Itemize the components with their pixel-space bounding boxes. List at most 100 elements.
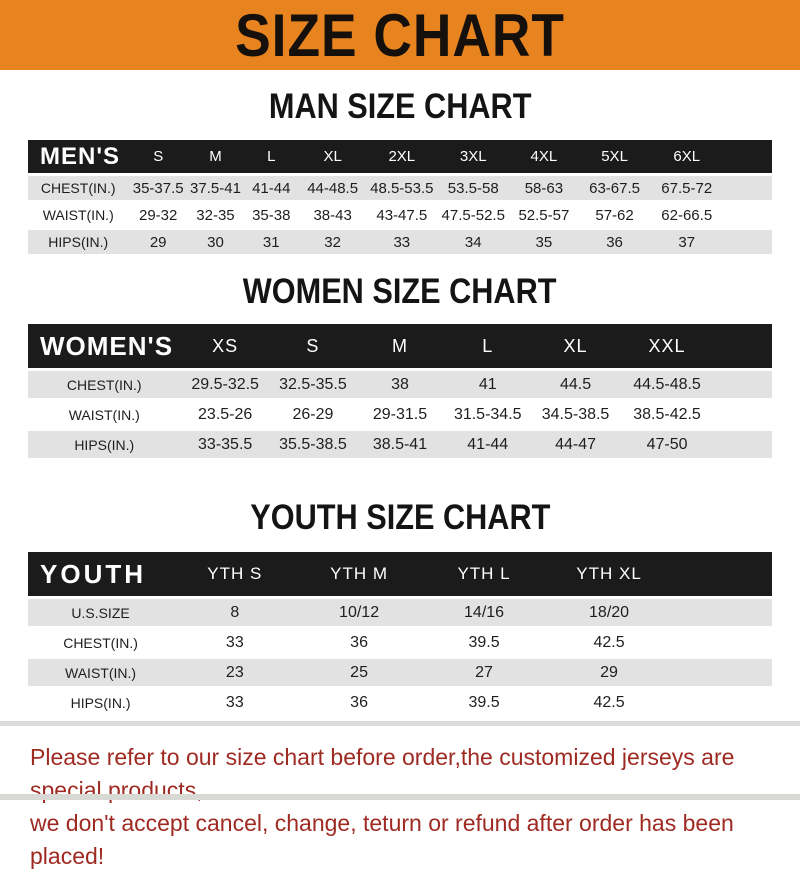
youth-header-row: YOUTH YTH S YTH M YTH L YTH XL: [28, 552, 772, 596]
size-value: 32: [299, 230, 366, 254]
size-value: 67.5-72: [649, 176, 724, 200]
size-value: 52.5-57: [508, 203, 580, 227]
size-column-header: YTH L: [421, 552, 547, 596]
size-column-header: L: [243, 140, 300, 173]
measure-label: WAIST(IN.): [28, 401, 181, 428]
table-row: CHEST(IN.) 29.5-32.5 32.5-35.5 38 41 44.…: [28, 371, 772, 398]
size-value: 35-38: [243, 203, 300, 227]
size-value: 31: [243, 230, 300, 254]
size-column-header: 3XL: [437, 140, 509, 173]
size-value: 18/20: [546, 599, 672, 626]
size-value: 44-48.5: [299, 176, 366, 200]
size-column-header: 5XL: [579, 140, 650, 173]
size-value: 29: [546, 659, 672, 686]
size-value: 33-35.5: [180, 431, 270, 458]
mens-size-table: MEN'S S M L XL 2XL 3XL 4XL 5XL 6XL CHEST…: [28, 137, 772, 257]
size-value: 41-44: [243, 176, 300, 200]
size-value: 41: [443, 371, 532, 398]
size-value: 44.5-48.5: [619, 371, 715, 398]
size-value: 44-47: [531, 431, 620, 458]
size-column-header: XS: [180, 324, 270, 368]
size-value: 47-50: [619, 431, 715, 458]
size-value: 43-47.5: [365, 203, 438, 227]
size-value: 37: [649, 230, 724, 254]
size-value: 41-44: [443, 431, 532, 458]
size-value: 34: [437, 230, 509, 254]
size-value: 38: [356, 371, 444, 398]
size-value: 42.5: [546, 629, 672, 656]
measure-label: HIPS(IN.): [28, 230, 129, 254]
man-section-heading: MAN SIZE CHART: [268, 85, 532, 126]
table-label: YOUTH: [28, 552, 174, 596]
size-value: 47.5-52.5: [437, 203, 509, 227]
size-value: 37.5-41: [187, 176, 243, 200]
size-column-header: M: [187, 140, 243, 173]
size-value: 38.5-42.5: [619, 401, 715, 428]
spacer-cell: [671, 552, 772, 596]
size-value: 32.5-35.5: [269, 371, 357, 398]
size-value: 36: [579, 230, 650, 254]
size-column-header: M: [356, 324, 444, 368]
size-value: 33: [173, 689, 297, 716]
measure-label: CHEST(IN.): [28, 629, 174, 656]
size-value: 29: [128, 230, 188, 254]
table-bottom-strip: [0, 721, 800, 726]
spacer-cell: [714, 371, 772, 398]
size-value: 36: [296, 629, 422, 656]
size-column-header: XL: [531, 324, 620, 368]
table-row: WAIST(IN.) 23 25 27 29: [28, 659, 772, 686]
size-value: 23.5-26: [180, 401, 270, 428]
order-policy-note: Please refer to our size chart before or…: [0, 741, 800, 873]
spacer-cell: [671, 599, 772, 626]
size-value: 29.5-32.5: [180, 371, 270, 398]
size-value: 35-37.5: [128, 176, 188, 200]
size-value: 42.5: [546, 689, 672, 716]
size-value: 33: [173, 629, 297, 656]
size-value: 57-62: [579, 203, 650, 227]
spacer-cell: [714, 431, 772, 458]
spacer-cell: [714, 324, 772, 368]
womens-size-table: WOMEN'S XS S M L XL XXL CHEST(IN.) 29.5-…: [28, 321, 772, 461]
size-value: 63-67.5: [579, 176, 650, 200]
size-value: 39.5: [421, 689, 547, 716]
size-value: 53.5-58: [437, 176, 509, 200]
table-row: U.S.SIZE 8 10/12 14/16 18/20: [28, 599, 772, 626]
size-value: 38.5-41: [356, 431, 444, 458]
size-value: 10/12: [296, 599, 422, 626]
size-column-header: XXL: [619, 324, 715, 368]
size-value: 8: [173, 599, 297, 626]
size-chart-banner: SIZE CHART: [0, 0, 800, 70]
size-value: 35: [508, 230, 580, 254]
spacer-cell: [723, 230, 772, 254]
table-row: HIPS(IN.) 33 36 39.5 42.5: [28, 689, 772, 716]
banner-title: SIZE CHART: [235, 0, 565, 70]
size-value: 44.5: [531, 371, 620, 398]
size-value: 32-35: [187, 203, 243, 227]
measure-label: HIPS(IN.): [28, 689, 174, 716]
size-value: 58-63: [508, 176, 580, 200]
size-value: 26-29: [269, 401, 357, 428]
size-value: 30: [187, 230, 243, 254]
size-value: 33: [365, 230, 438, 254]
size-value: 39.5: [421, 629, 547, 656]
size-value: 36: [296, 689, 422, 716]
women-section-heading: WOMEN SIZE CHART: [243, 270, 557, 311]
youth-section-heading: YOUTH SIZE CHART: [249, 496, 551, 537]
spacer-cell: [671, 689, 772, 716]
womens-header-row: WOMEN'S XS S M L XL XXL: [28, 324, 772, 368]
table-row: WAIST(IN.) 29-32 32-35 35-38 38-43 43-47…: [28, 203, 772, 227]
size-value: 25: [296, 659, 422, 686]
table-row: HIPS(IN.) 33-35.5 35.5-38.5 38.5-41 41-4…: [28, 431, 772, 458]
size-value: 48.5-53.5: [365, 176, 438, 200]
size-column-header: L: [443, 324, 532, 368]
size-column-header: YTH S: [173, 552, 297, 596]
size-value: 62-66.5: [649, 203, 724, 227]
size-value: 34.5-38.5: [531, 401, 620, 428]
size-value: 27: [421, 659, 547, 686]
mens-header-row: MEN'S S M L XL 2XL 3XL 4XL 5XL 6XL: [28, 140, 772, 173]
table-row: HIPS(IN.) 29 30 31 32 33 34 35 36 37: [28, 230, 772, 254]
table-row: CHEST(IN.) 33 36 39.5 42.5: [28, 629, 772, 656]
table-row: CHEST(IN.) 35-37.5 37.5-41 41-44 44-48.5…: [28, 176, 772, 200]
measure-label: U.S.SIZE: [28, 599, 174, 626]
order-policy-line1: Please refer to our size chart before or…: [30, 744, 735, 803]
